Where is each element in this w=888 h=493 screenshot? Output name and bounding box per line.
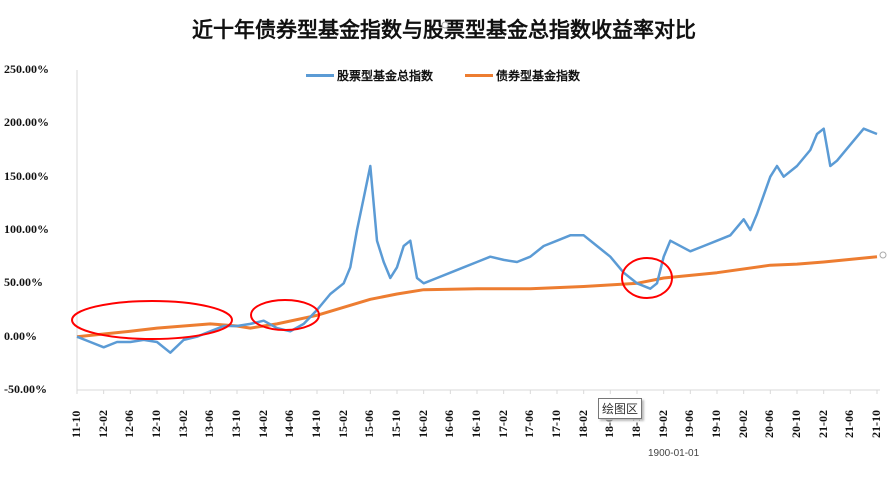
y-tick-label: 250.00% bbox=[4, 62, 49, 76]
selection-handle bbox=[441, 21, 449, 29]
y-tick-label: -50.00% bbox=[4, 382, 47, 396]
y-tick-label: 0.00% bbox=[4, 328, 37, 343]
selection-handle bbox=[879, 251, 887, 259]
legend-swatch-bond bbox=[465, 74, 493, 77]
bond-fund-index-line bbox=[76, 255, 878, 339]
legend-swatch-stock bbox=[306, 74, 334, 77]
y-tick-label: 50.00% bbox=[4, 275, 43, 290]
annotation-ellipse bbox=[621, 257, 673, 299]
legend-item-stock: 股票型基金总指数 bbox=[306, 67, 433, 84]
y-tick-label: 100.00% bbox=[4, 222, 49, 236]
y-tick-label: 150.00% bbox=[4, 168, 49, 183]
legend-item-bond: 债券型基金指数 bbox=[465, 67, 580, 84]
legend-label-stock: 股票型基金总指数 bbox=[337, 69, 434, 83]
y-tick-label: 200.00% bbox=[4, 115, 49, 130]
tooltip: 绘图区 bbox=[598, 398, 643, 419]
annotation-ellipse bbox=[71, 300, 233, 340]
legend-label-bond: 债券型基金指数 bbox=[496, 69, 581, 83]
date-label: 1900-01-01 bbox=[648, 448, 700, 459]
chart-title: 近十年债券型基金指数与股票型基金总指数收益率对比 bbox=[192, 17, 696, 42]
annotation-ellipse bbox=[250, 299, 320, 331]
stock-fund-index-line bbox=[76, 127, 878, 354]
